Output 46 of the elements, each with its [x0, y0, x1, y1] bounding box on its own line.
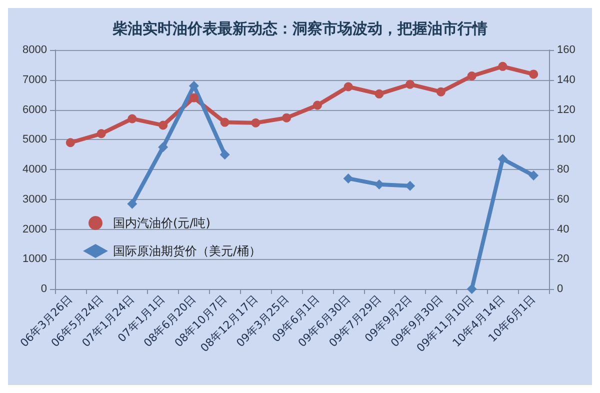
point — [220, 118, 230, 127]
point — [127, 198, 138, 209]
point — [251, 118, 260, 128]
y2-tick-label: 20 — [557, 253, 570, 266]
point — [405, 180, 416, 191]
y2-tick-label: 100 — [557, 134, 576, 146]
y-tick-label: 4000 — [22, 164, 47, 176]
point — [406, 80, 415, 89]
legend-label: 国内汽油价(元/吨) — [113, 216, 210, 230]
y-tick-label: 7000 — [22, 74, 47, 86]
point — [312, 100, 322, 110]
point — [529, 70, 538, 79]
point — [282, 113, 292, 122]
y-tick-label: 2000 — [22, 223, 47, 236]
point — [189, 93, 198, 102]
y2-tick-label: 60 — [557, 193, 570, 206]
y-tick-label: 5000 — [22, 134, 47, 146]
point — [158, 142, 168, 152]
point — [66, 138, 75, 148]
point — [188, 80, 199, 91]
point — [467, 71, 476, 80]
point — [96, 129, 106, 138]
y-tick-label: 8000 — [22, 44, 47, 56]
point — [344, 82, 353, 92]
point — [128, 114, 137, 124]
point — [466, 284, 477, 294]
point — [220, 150, 230, 160]
y2-tick-label: 40 — [557, 223, 570, 236]
y2-tick-label: 140 — [557, 74, 576, 86]
point — [528, 170, 539, 180]
point — [158, 120, 168, 130]
y-tick-label: 3000 — [22, 193, 47, 206]
point — [498, 62, 508, 71]
legend-label: 国际原油期货价（美元/桶） — [113, 244, 262, 258]
y2-tick-label: 80 — [557, 164, 570, 176]
y2-tick-label: 0 — [557, 283, 564, 295]
y-tick-label: 1000 — [22, 253, 47, 266]
y-tick-label: 6000 — [22, 104, 47, 116]
point — [374, 89, 384, 98]
point — [343, 173, 354, 184]
point — [436, 87, 446, 96]
y2-tick-label: 160 — [557, 44, 576, 56]
point — [498, 154, 508, 164]
y-tick-label: 0 — [40, 283, 47, 295]
y2-tick-label: 120 — [557, 104, 576, 116]
chart-title: 柴油实时油价表最新动态：洞察市场波动，把握油市行情 — [112, 20, 488, 38]
